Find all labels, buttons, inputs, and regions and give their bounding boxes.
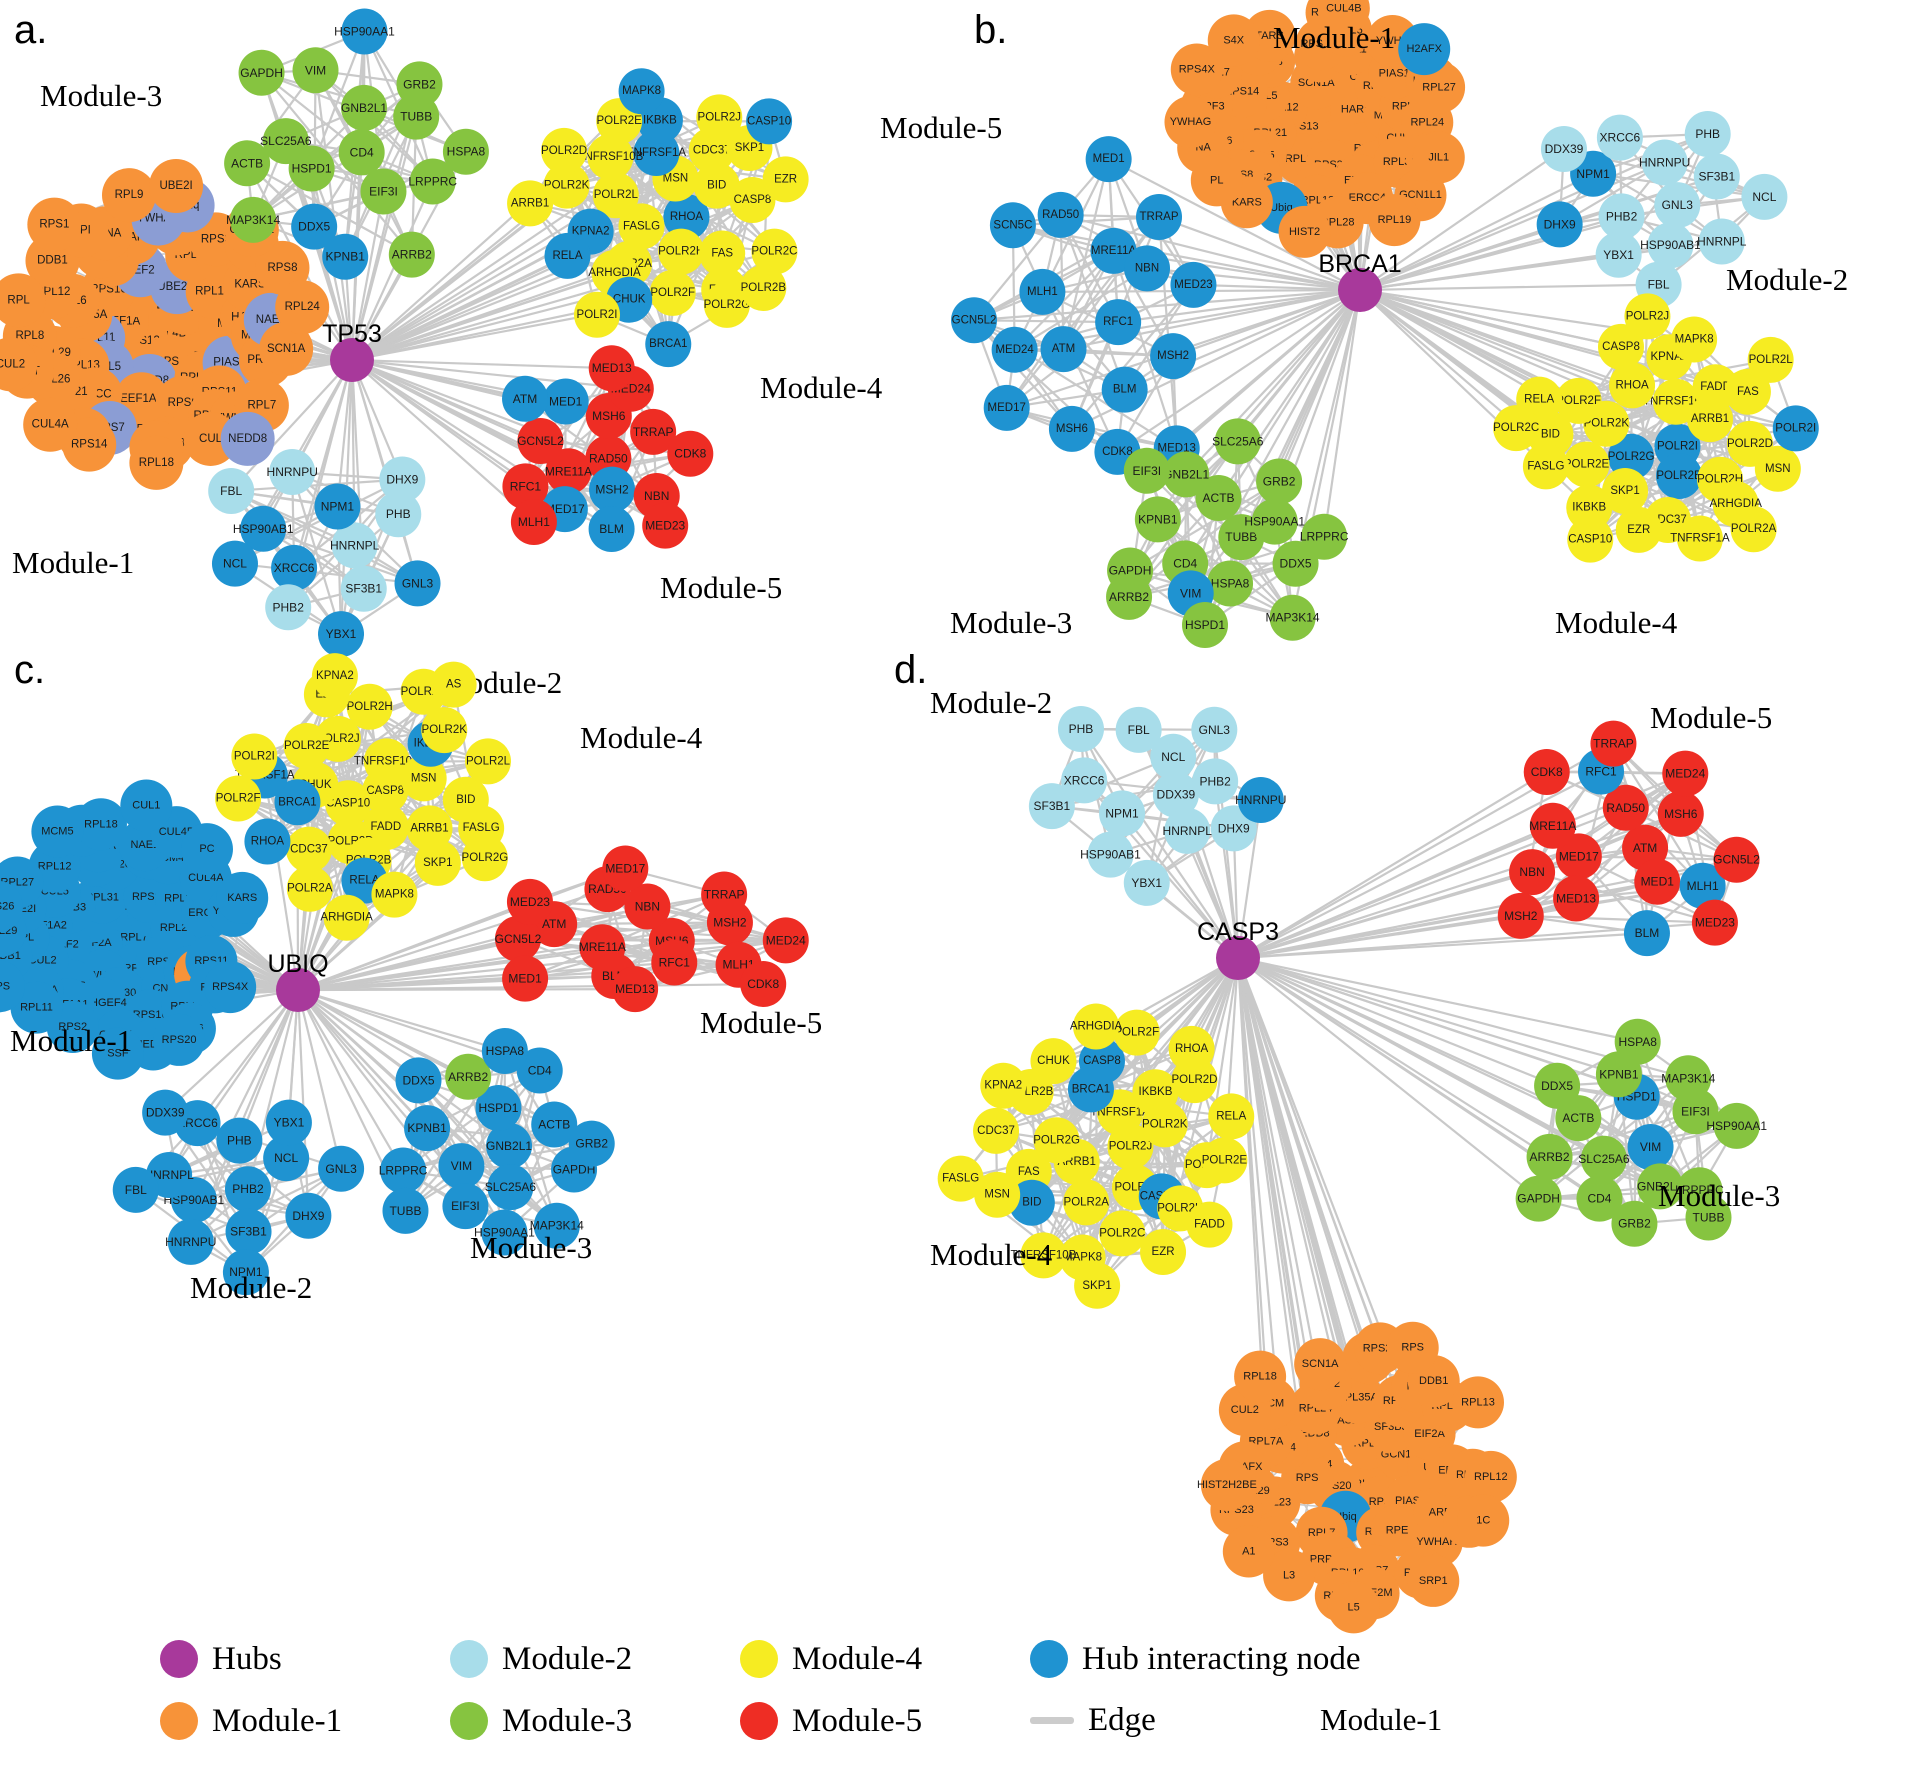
panel-d: d. DDX39 NPM1 NCL HNRNPL XRCC6 PHB2 HSP90AB1 FB… <box>880 640 1923 1775</box>
legend-item-hubs: Hubs <box>160 1640 282 1678</box>
panel-a-letter: a. <box>14 8 48 52</box>
legend-label-module-5: Module-5 <box>792 1702 923 1739</box>
panel-c-network: CASP8CASP10TNFRSF10BFADDCHUKMSNPOLR2DPOL… <box>0 653 809 1296</box>
legend-swatch-module-4 <box>740 1640 778 1678</box>
legend-item-hub-interacting-node: Hub interacting node <box>1030 1640 1361 1678</box>
panel-c-module-3-label: Module-3 <box>470 1230 593 1265</box>
panel-a-module-4-label: Module-4 <box>760 370 883 405</box>
panel-c-module-4-label: Module-4 <box>580 720 703 755</box>
panel-c: c. CASP8 CASP10 TNFRSF10B FADD CHUK MSN POLR2D… <box>0 640 900 1340</box>
legend-item-module-3: Module-3 <box>450 1702 632 1740</box>
svg-text:TP53: TP53 <box>322 320 382 348</box>
legend-item-module-1: Module-1 <box>160 1702 342 1740</box>
panel-b-module-3-label: Module-3 <box>950 605 1073 640</box>
panel-a-module-5-label: Module-5 <box>660 570 783 605</box>
panel-d-module-4-label: Module-4 <box>930 1237 1053 1272</box>
legend-swatch-module-1 <box>160 1702 198 1740</box>
panel-c-module-1-label: Module-1 <box>10 1023 133 1058</box>
panel-b-module-1-label: Module-1 <box>1273 20 1396 55</box>
legend-swatch-hubs <box>160 1640 198 1678</box>
panel-d-module-5-label: Module-5 <box>1650 700 1773 735</box>
panel-b-network: RFC1ATMMRE11ABLMMLH1NBNMSH6RAD50MSH2MED2… <box>951 0 1819 649</box>
legend-label-module-2: Module-2 <box>502 1640 633 1677</box>
panel-a-module-1-label: Module-1 <box>12 545 135 580</box>
panel-a: a. CUL4BRPS13UL1RPS4EEF1ATARSEIF2AH2H2BE… <box>0 0 900 700</box>
legend-label-module-3: Module-3 <box>502 1702 633 1739</box>
panel-b-module-5-label: Module-5 <box>880 110 1003 145</box>
panel-d-module-2-label: Module-2 <box>930 685 1053 720</box>
legend-item-module-2: Module-2 <box>450 1640 632 1678</box>
panel-b: b. RFC1 ATM MRE11A BLM MLH1 NBN MSH6 RAD50 MSH2 M… <box>880 0 1923 660</box>
panel-b-module-4-label: Module-4 <box>1555 605 1678 640</box>
legend-item-module-5: Module-5 <box>740 1702 922 1740</box>
panel-c-module-5-label: Module-5 <box>700 1005 823 1040</box>
svg-text:CASP3: CASP3 <box>1197 918 1279 946</box>
panel-a-module-3-label: Module-3 <box>40 78 163 113</box>
legend-item-edge: Edge <box>1030 1702 1156 1739</box>
panel-d-module-1-label: Module-1 <box>1320 1702 1443 1737</box>
panel-c-module-2-label: Module-2 <box>190 1270 313 1305</box>
panel-d-letter: d. <box>894 648 928 692</box>
legend-label-hub-interacting-node: Hub interacting node <box>1082 1640 1361 1677</box>
legend-item-module-4: Module-4 <box>740 1640 922 1678</box>
legend-label-module-1: Module-1 <box>212 1702 343 1739</box>
panel-b-letter: b. <box>974 8 1008 52</box>
panel-b-module-2-label: Module-2 <box>1726 262 1849 297</box>
legend-swatch-module-2 <box>450 1640 488 1678</box>
legend-label-hubs: Hubs <box>212 1640 282 1677</box>
legend-swatch-module-3 <box>450 1702 488 1740</box>
svg-text:BRCA1: BRCA1 <box>1318 250 1401 278</box>
legend-label-module-4: Module-4 <box>792 1640 923 1677</box>
legend-swatch-module-5 <box>740 1702 778 1740</box>
legend: Hubs Module-1 Module-2 Module-3 Module-4… <box>160 1640 1510 1760</box>
legend-label-edge: Edge <box>1088 1702 1156 1738</box>
panel-d-module-3-label: Module-3 <box>1658 1178 1781 1213</box>
svg-text:UBIQ: UBIQ <box>267 950 328 978</box>
panel-c-letter: c. <box>14 648 46 692</box>
legend-swatch-edge <box>1030 1717 1074 1724</box>
legend-swatch-hub-interacting-node <box>1030 1640 1068 1678</box>
